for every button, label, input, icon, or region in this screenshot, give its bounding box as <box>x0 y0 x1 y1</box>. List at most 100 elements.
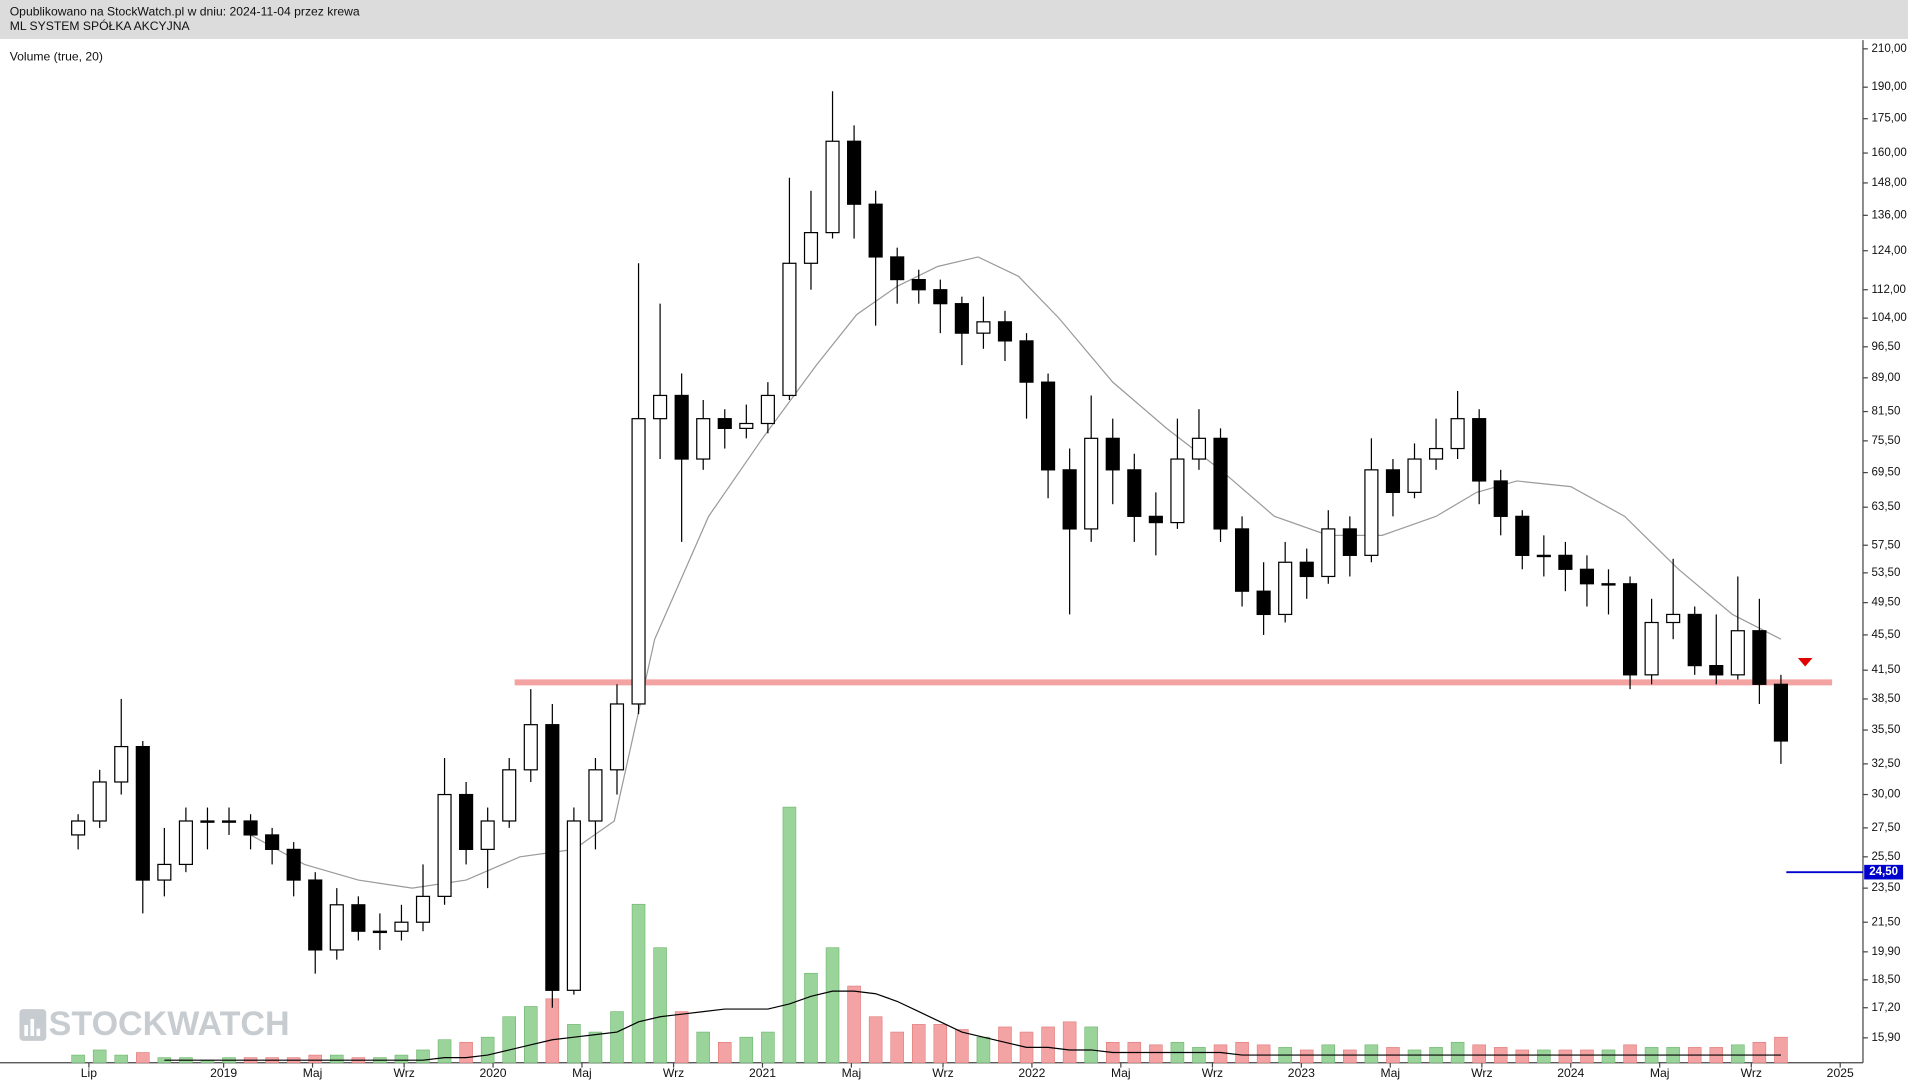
y-tick-label: 69,50 <box>1871 467 1900 479</box>
candle-body <box>1278 561 1293 616</box>
candle-body <box>997 321 1013 342</box>
candle-body <box>1428 447 1444 460</box>
volume-bar <box>653 947 667 1064</box>
header-line: ML SYSTEM SPÓŁKA AKCYJNA <box>10 18 191 33</box>
candle-body <box>1105 437 1120 471</box>
volume-bar <box>1580 1049 1594 1064</box>
volume-bar <box>696 1031 710 1064</box>
volume-bar <box>1407 1049 1422 1064</box>
candle-body <box>890 256 905 281</box>
volume-bar <box>588 1031 603 1064</box>
volume-bar <box>610 1011 624 1064</box>
y-tick-label: 148,00 <box>1871 177 1906 189</box>
volume-bar <box>955 1029 969 1064</box>
volume-bar <box>998 1026 1012 1064</box>
x-tick-label: Wrz <box>1471 1066 1492 1080</box>
volume-bar <box>524 1006 538 1064</box>
x-tick-label: 2025 <box>1827 1066 1854 1080</box>
volume-bar <box>394 1054 409 1064</box>
candle-body <box>1041 381 1056 471</box>
candle-body <box>480 820 495 850</box>
candle-body <box>286 848 301 881</box>
candle-body <box>1084 437 1099 530</box>
x-tick-label: Maj <box>842 1066 862 1080</box>
volume-bar <box>804 972 818 1064</box>
watermark-icon <box>30 1018 35 1036</box>
volume-bar <box>1192 1047 1206 1064</box>
volume-bar <box>1450 1041 1465 1064</box>
candle-body <box>760 394 775 425</box>
candle-body <box>1752 630 1767 685</box>
y-tick-label: 124,00 <box>1871 245 1906 257</box>
y-tick-label: 21,50 <box>1871 916 1900 928</box>
candle-body <box>976 321 991 334</box>
candle-body <box>609 703 625 771</box>
x-tick-label: 2022 <box>1018 1066 1045 1080</box>
y-tick-label: 19,90 <box>1871 946 1900 958</box>
candle-body <box>1601 583 1616 586</box>
volume-bar <box>1774 1036 1788 1064</box>
y-tick-label: 104,00 <box>1871 312 1906 324</box>
volume-bar <box>1623 1044 1637 1064</box>
candle-body <box>1773 683 1789 742</box>
watermark-icon <box>24 1025 28 1036</box>
candle-body <box>1062 469 1077 530</box>
y-tick-label: 18,50 <box>1871 974 1900 986</box>
volume-bar <box>761 1031 775 1064</box>
volume-bar <box>308 1054 323 1064</box>
volume-bar <box>1041 1026 1055 1064</box>
candle-body <box>459 793 474 850</box>
candle-body <box>221 820 237 823</box>
candle-body <box>243 820 258 836</box>
candle-body <box>437 793 452 897</box>
candle-body <box>1385 469 1401 494</box>
candle-body <box>1622 583 1638 676</box>
y-tick-label: 81,50 <box>1871 406 1900 418</box>
candle-body <box>1299 561 1314 578</box>
candle-body <box>1709 664 1724 676</box>
y-tick-label: 45,50 <box>1871 629 1900 641</box>
volume-bar <box>631 903 646 1064</box>
header-bar <box>0 0 1908 39</box>
candle-body <box>135 745 150 881</box>
candle-body <box>631 418 646 705</box>
x-tick-label: Lip <box>81 1066 97 1080</box>
volume-bar <box>1256 1044 1271 1064</box>
volume-bar <box>1321 1044 1336 1064</box>
volume-bar <box>545 998 560 1064</box>
volume-bar <box>911 1024 926 1064</box>
candle-body <box>1342 528 1357 556</box>
volume-bar <box>1299 1049 1314 1064</box>
y-tick-label: 17,20 <box>1871 1002 1900 1014</box>
volume-bar <box>1752 1041 1767 1064</box>
x-tick-label: 2023 <box>1288 1066 1315 1080</box>
moving-average-line <box>250 256 1782 889</box>
candle-body <box>545 724 560 991</box>
candle-body <box>739 422 754 429</box>
y-tick-label: 27,50 <box>1871 822 1900 834</box>
x-tick-label: Wrz <box>663 1066 684 1080</box>
x-tick-label: Wrz <box>1741 1066 1762 1080</box>
y-tick-label: 160,00 <box>1871 147 1906 159</box>
watermark-text: STOCKWATCH <box>49 1005 290 1043</box>
candle-body <box>308 879 323 951</box>
volume-bar <box>1558 1049 1573 1064</box>
volume-bar <box>416 1049 430 1064</box>
y-tick-label: 25,50 <box>1871 851 1900 863</box>
candle-body <box>1579 568 1595 585</box>
volume-bar <box>933 1024 948 1064</box>
candle-body <box>1558 554 1573 570</box>
candle-body <box>351 904 366 932</box>
y-tick-label: 89,00 <box>1871 372 1900 384</box>
y-tick-label: 57,50 <box>1871 539 1900 551</box>
y-tick-label: 96,50 <box>1871 341 1900 353</box>
candle-body <box>372 930 387 934</box>
alert-marker <box>1797 658 1813 667</box>
volume-bar <box>782 806 797 1064</box>
candle-body <box>588 769 603 822</box>
x-tick-label: Maj <box>1650 1066 1670 1080</box>
candle-body <box>653 394 668 420</box>
candle-body <box>847 140 862 205</box>
volume-bar <box>1515 1049 1530 1064</box>
